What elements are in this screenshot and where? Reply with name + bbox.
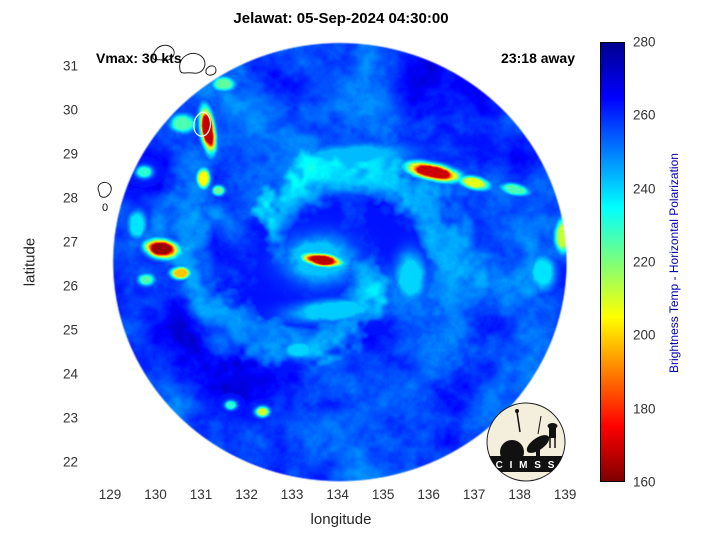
colorbar-tick-label: 260	[633, 107, 656, 123]
cimss-logo: C I M S S	[486, 402, 566, 482]
x-tick-label: 131	[189, 487, 213, 502]
y-tick-label: 23	[62, 410, 78, 426]
cimss-logo-text: C I M S S	[496, 460, 557, 471]
satellite-dish-icon	[526, 435, 550, 453]
time-away-annotation: 23:18 away	[501, 50, 575, 66]
y-tick-label: 22	[62, 454, 78, 470]
colorbar-tick-label: 180	[633, 401, 656, 417]
vmax-annotation: Vmax: 30 kts	[96, 50, 182, 66]
colorbar	[600, 42, 625, 482]
colorbar-tick-label: 160	[633, 474, 656, 490]
x-tick-label: 130	[144, 487, 167, 502]
dish-mount-icon	[536, 446, 540, 460]
x-tick-label: 132	[235, 487, 258, 502]
x-tick-label: 138	[508, 487, 531, 502]
x-tick-label: 134	[326, 487, 349, 502]
chart-title: Jelawat: 05-Sep-2024 04:30:00	[233, 10, 449, 27]
colorbar-tick-label: 220	[633, 254, 656, 270]
y-tick-label: 31	[62, 58, 78, 74]
y-tick-label: 28	[62, 190, 78, 206]
colorbar-label: Brightness Temp - Horizontal Polarizatio…	[667, 153, 681, 373]
x-tick-label: 137	[462, 487, 486, 502]
y-tick-label: 27	[62, 234, 78, 250]
x-tick-label: 135	[371, 487, 395, 502]
y-tick-label: 24	[62, 366, 78, 382]
x-tick-label: 136	[417, 487, 440, 502]
x-axis-label: longitude	[310, 511, 372, 528]
antenna-icon	[516, 411, 521, 433]
water-tower-icon	[547, 423, 558, 429]
water-tower-icon	[549, 426, 556, 438]
colorbar-tick-label: 240	[633, 181, 656, 197]
x-tick-label: 139	[553, 487, 577, 502]
x-tick-label: 129	[98, 487, 122, 502]
antenna-icon	[515, 409, 519, 413]
antenna-icon	[537, 415, 542, 435]
x-tick-label: 133	[280, 487, 304, 502]
colorbar-tick-label: 200	[633, 327, 656, 343]
colorbar-tick-label: 280	[633, 34, 656, 50]
y-tick-label: 29	[62, 146, 78, 162]
y-tick-label: 30	[62, 102, 78, 118]
logo-band	[487, 456, 565, 472]
y-tick-label: 25	[62, 322, 78, 338]
y-axis-label: latitude	[21, 237, 39, 287]
y-tick-label: 26	[62, 278, 78, 294]
